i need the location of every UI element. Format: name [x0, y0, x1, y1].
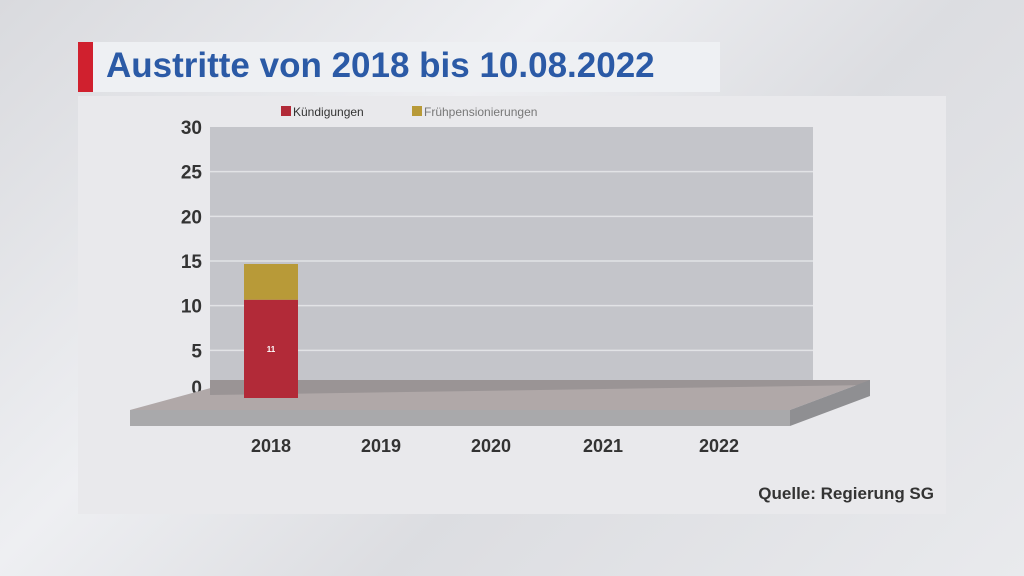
x-tick-label: 2021: [583, 436, 623, 456]
y-tick-label: 0: [191, 378, 202, 399]
floor-side: [790, 380, 870, 426]
y-tick-label: 10: [181, 297, 202, 318]
y-tick-label: 15: [181, 252, 203, 273]
x-tick-label: 2022: [699, 436, 739, 456]
y-tick-label: 5: [191, 341, 202, 362]
y-tick-label: 30: [181, 118, 202, 139]
y-tick-label: 20: [181, 207, 202, 228]
x-tick-label: 2020: [471, 436, 511, 456]
bar-frühpensionierungen: [244, 264, 298, 300]
bar-kündigungen: [244, 299, 298, 398]
floor-front: [130, 410, 790, 426]
floor-back: [210, 380, 870, 395]
legend-label: Kündigungen: [293, 105, 364, 119]
y-tick-label: 25: [181, 163, 203, 184]
legend-label: Frühpensionierungen: [424, 105, 537, 119]
data-label: 11: [267, 345, 276, 354]
x-tick-label: 2018: [251, 436, 291, 456]
x-tick-label: 2019: [361, 436, 401, 456]
page-title: Austritte von 2018 bis 10.08.2022: [106, 46, 655, 85]
title-box: [78, 42, 720, 92]
legend-swatch: [281, 106, 291, 116]
source-label: Quelle: Regierung SG: [758, 484, 934, 503]
title-accent-bar: [78, 42, 93, 92]
legend-swatch: [412, 106, 422, 116]
